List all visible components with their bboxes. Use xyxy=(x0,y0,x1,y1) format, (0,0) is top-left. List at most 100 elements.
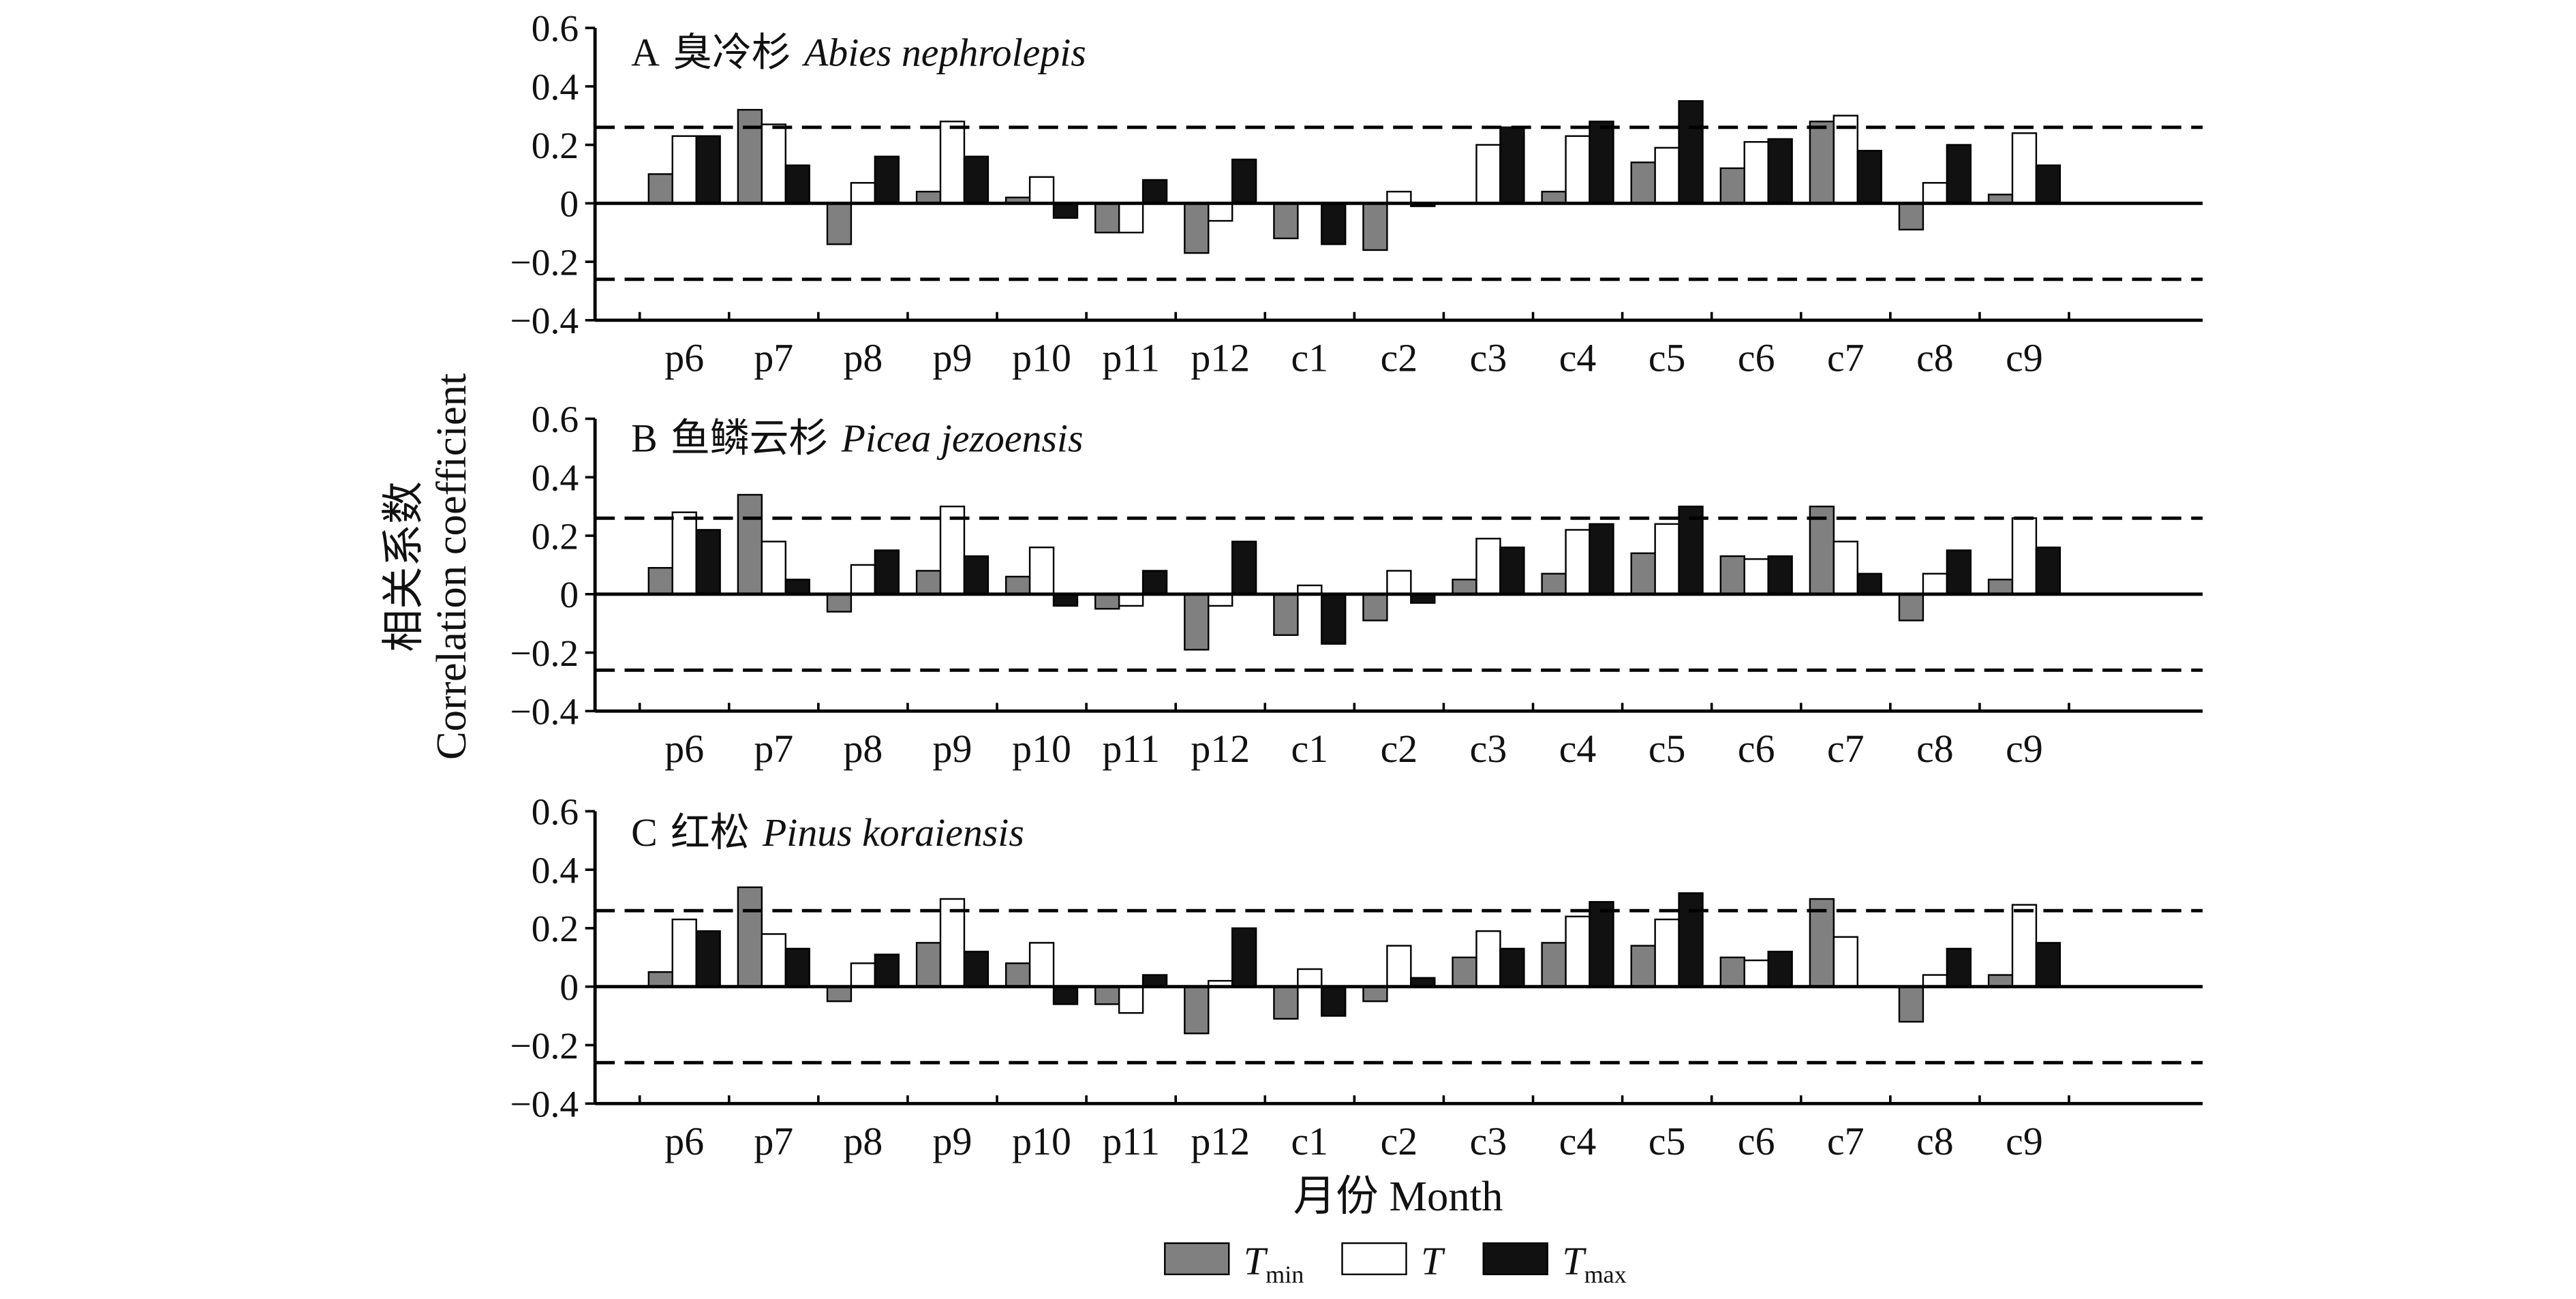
bar-a-p12-tmin xyxy=(1184,202,1210,254)
bar-a-p7-tmax xyxy=(784,164,810,204)
bar-c-c5-tmax xyxy=(1678,892,1704,988)
bars-panel-c xyxy=(647,886,2061,1035)
y-tick-label-c-4: −0.2 xyxy=(510,1025,579,1067)
bar-a-p9-tmax xyxy=(963,155,990,204)
bar-b-p11-tmin xyxy=(1094,593,1120,610)
y-tick-label-b-5: −0.4 xyxy=(510,691,579,733)
x-tick-label-c-p9: p9 xyxy=(933,1119,972,1163)
x-tick-label-b-p10: p10 xyxy=(1012,727,1071,771)
bar-a-p11-tmin xyxy=(1094,202,1120,234)
bar-a-c9-tmax xyxy=(2035,164,2061,204)
bar-b-c4-t xyxy=(1565,529,1591,596)
y-tick-label-a-5: −0.4 xyxy=(510,300,579,341)
legend-label-t: T xyxy=(1421,1239,1445,1283)
legend-label-tmax: Tmax xyxy=(1562,1239,1626,1288)
legend-label-tmin-main: T xyxy=(1244,1239,1268,1283)
bar-c-c1-t xyxy=(1297,968,1323,988)
bar-b-c2-tmin xyxy=(1362,593,1388,622)
bar-a-c2-tmin xyxy=(1362,202,1388,251)
bar-c-p7-tmax xyxy=(784,947,810,988)
y-tick-label-a-4: −0.2 xyxy=(510,241,579,283)
bar-b-c3-t xyxy=(1475,538,1501,596)
bar-b-c3-tmin xyxy=(1452,579,1477,596)
y-tick-label-b-2: 0.2 xyxy=(532,515,579,557)
bar-c-c2-tmin xyxy=(1362,985,1388,1003)
legend-item-tmax: Tmax xyxy=(1482,1239,1627,1288)
x-tick-label-a-p9: p9 xyxy=(933,336,972,380)
x-tick-label-a-p12: p12 xyxy=(1191,336,1250,380)
bar-b-p7-tmin xyxy=(737,493,763,596)
bar-a-c1-tmax xyxy=(1321,202,1347,245)
bar-c-p11-tmax xyxy=(1141,974,1168,988)
x-tick-label-a-c1: c1 xyxy=(1291,336,1329,380)
bar-b-c4-tmax xyxy=(1589,523,1614,596)
bar-a-c7-tmin xyxy=(1809,121,1835,204)
x-tick-label-c-c7: c7 xyxy=(1827,1119,1865,1163)
panel-c-letter: C xyxy=(631,810,658,855)
bar-c-c9-tmax xyxy=(2035,942,2061,988)
bar-a-p11-tmax xyxy=(1141,179,1168,204)
x-tick-label-b-p7: p7 xyxy=(754,727,793,771)
bar-b-c8-tmin xyxy=(1898,593,1925,622)
bar-a-c6-tmin xyxy=(1719,167,1745,204)
bar-c-p10-t xyxy=(1028,942,1055,988)
bar-b-p10-t xyxy=(1028,546,1055,596)
bar-c-c3-tmax xyxy=(1499,947,1525,988)
bar-a-c6-tmax xyxy=(1767,138,1793,204)
legend-label-t-main: T xyxy=(1421,1239,1445,1283)
bar-b-p8-t xyxy=(850,564,876,596)
panel-b-letter: B xyxy=(631,416,658,461)
bar-b-p9-t xyxy=(939,505,966,596)
bar-a-c1-tmin xyxy=(1273,202,1299,239)
panel-a-letter: A xyxy=(631,30,660,74)
y-axis-label: 相关系数 Correlation coefficient xyxy=(380,373,475,760)
bar-a-p10-t xyxy=(1028,176,1055,204)
bar-a-p8-t xyxy=(850,182,876,204)
bar-c-c6-t xyxy=(1743,959,1769,988)
panel-a-name-latin: Abies nephrolepis xyxy=(801,30,1086,74)
x-tick-label-a-p7: p7 xyxy=(754,336,793,380)
panel-a-name-cn: 臭冷杉 xyxy=(673,30,791,74)
panel-c-name-cn: 红松 xyxy=(671,810,750,855)
bar-b-c1-tmin xyxy=(1273,593,1299,637)
bar-c-c8-t xyxy=(1922,974,1948,988)
x-axis-label: 月份 Month xyxy=(1293,1172,1503,1220)
bar-b-c6-t xyxy=(1743,558,1769,596)
bar-a-c5-tmax xyxy=(1678,100,1704,204)
bar-b-p11-t xyxy=(1118,593,1144,607)
bar-a-p10-tmax xyxy=(1052,202,1079,219)
bar-c-c3-t xyxy=(1475,930,1501,988)
legend-label-tmin: Tmin xyxy=(1244,1239,1304,1288)
bar-a-c3-tmax xyxy=(1499,126,1525,204)
x-tick-label-c-p7: p7 xyxy=(754,1119,793,1163)
bar-c-c6-tmin xyxy=(1719,956,1745,988)
bar-b-p6-tmin xyxy=(647,566,673,596)
y-tick-label-c-5: −0.4 xyxy=(510,1084,579,1125)
bar-c-c8-tmax xyxy=(1946,947,1972,988)
x-tick-label-b-p9: p9 xyxy=(933,727,972,771)
y-tick-label-b-0: 0.6 xyxy=(532,399,579,440)
bar-a-p7-tmin xyxy=(737,108,763,204)
panel-c-name-latin: Pinus koraiensis xyxy=(762,810,1024,855)
bar-b-c6-tmin xyxy=(1719,555,1745,596)
x-tick-label-a-c3: c3 xyxy=(1470,336,1507,380)
legend-item-tmin: Tmin xyxy=(1164,1239,1304,1288)
y-axis-label-en: Correlation coefficient xyxy=(427,373,475,760)
y-tick-label-c-3: 0 xyxy=(559,966,579,1008)
bar-b-c9-t xyxy=(2011,517,2038,596)
bar-a-p6-tmin xyxy=(647,173,673,204)
bar-c-c8-tmin xyxy=(1898,985,1925,1023)
bar-b-p6-tmax xyxy=(695,529,721,596)
x-tick-label-c-p12: p12 xyxy=(1191,1119,1250,1163)
x-tick-label-c-c2: c2 xyxy=(1381,1119,1418,1163)
bar-c-c9-t xyxy=(2011,904,2038,988)
x-tick-label-b-p6: p6 xyxy=(664,727,704,771)
x-tick-label-a-p10: p10 xyxy=(1012,336,1071,380)
bar-c-p6-t xyxy=(671,918,697,988)
y-tick-label-b-4: −0.2 xyxy=(510,632,579,674)
bar-b-c5-tmin xyxy=(1630,552,1656,596)
y-tick-label-b-1: 0.4 xyxy=(532,457,579,499)
bar-c-c4-tmax xyxy=(1589,901,1614,988)
y-tick-label-c-1: 0.4 xyxy=(532,849,579,891)
x-tick-label-c-c5: c5 xyxy=(1649,1119,1686,1163)
